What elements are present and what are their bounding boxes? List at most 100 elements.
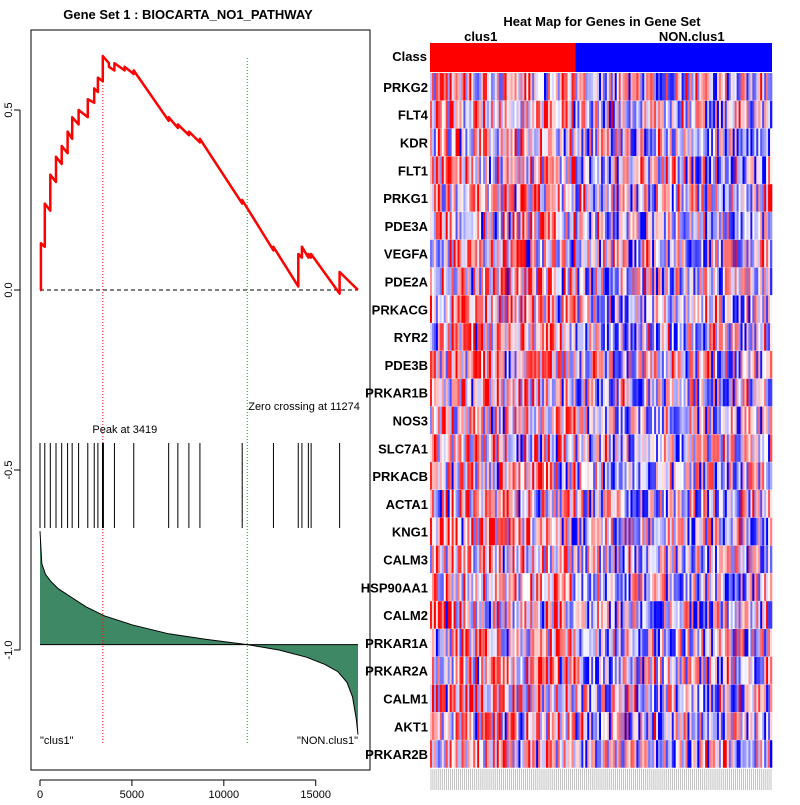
heatmap-cell [673,490,676,518]
heatmap-cell [475,100,478,129]
heatmap-cell [671,712,675,740]
heatmap-cell [526,656,529,685]
heatmap-cell [530,100,533,129]
heatmap-cell [626,573,629,601]
heatmap-cell [677,351,680,379]
heatmap-cell [742,740,745,768]
heatmap-cell [620,740,623,768]
heatmap-cell [514,212,517,240]
heatmap-cell [494,490,498,518]
heatmap-cell [756,100,759,129]
heatmap-cell [679,406,682,435]
heatmap-cell [661,406,665,435]
heatmap-cell [477,434,480,462]
heatmap-cell [685,212,688,240]
heatmap-cell [577,573,580,601]
heatmap-cell [591,545,594,574]
heatmap-cell [661,212,665,240]
heatmap-cell [585,712,588,740]
heatmap-cell [490,156,494,184]
heatmap-cell [622,184,625,212]
heatmap-cell [658,73,661,101]
heatmap-cell [707,184,710,212]
heatmap-cell [744,517,747,546]
heatmap-cell [750,128,753,157]
heatmap-cell [659,378,663,407]
heatmap-cell [522,128,525,157]
heatmap-cell [528,601,531,629]
heatmap-cell [528,490,531,518]
heatmap-cell [750,684,753,713]
heatmap-cell [699,100,702,129]
heatmap-cell [559,712,562,740]
heatmap-cell [734,212,737,240]
heatmap-cell [691,295,694,323]
heatmap-cell [724,73,728,101]
heatmap-cell [683,573,686,601]
heatmap-cell [471,712,474,740]
heatmap-cell [459,740,462,768]
heatmap-cell [481,156,484,184]
heatmap-cell [571,462,574,490]
heatmap-cell [677,378,680,407]
heatmap-cell [726,545,730,574]
heatmap-cell [715,156,718,184]
heatmap-cell [547,267,551,296]
heatmap-cell [630,712,633,740]
heatmap-cell [691,351,694,379]
heatmap-cell [433,128,437,157]
heatmap-cell [510,267,513,296]
heatmap-cell [461,212,464,240]
heatmap-cell [636,323,639,351]
heatmap-cell [740,323,743,351]
heatmap-cell [453,100,456,129]
heatmap-cell [453,656,456,685]
heatmap-cell [602,434,606,462]
heatmap-cell [561,656,564,685]
heatmap-cell [565,323,568,351]
heatmap-cell [703,601,706,629]
heatmap-cell [581,545,584,574]
heatmap-cell [766,156,769,184]
heatmap-cell [522,323,525,351]
heatmap-cell [538,73,541,101]
heatmap-cell [604,73,608,101]
heatmap-cell [730,295,733,323]
heatmap-cell [734,517,737,546]
heatmap-cell [455,601,458,629]
heatmap-cell [569,573,572,601]
heatmap-cell [675,73,678,101]
heatmap-cell [443,712,447,740]
heatmap-cell [502,462,505,490]
heatmap-cell [697,239,700,268]
heatmap-cell [640,517,643,546]
heatmap-cell [433,573,437,601]
heatmap-cell [697,629,700,657]
heatmap-cell [544,100,547,129]
heatmap-cell [618,517,621,546]
heatmap-cell [606,573,610,601]
heatmap-cell [498,573,502,601]
heatmap-cell [437,100,441,129]
heatmap-cell [492,351,496,379]
heatmap-cell [433,490,437,518]
heatmap-cell [693,351,696,379]
heatmap-cell [606,378,610,407]
heatmap-cell [477,656,480,685]
heatmap-cell [530,295,533,323]
heatmap-cell [644,295,647,323]
heatmap-cell [728,100,732,129]
heatmap-cell [520,323,523,351]
heatmap-cell [648,712,651,740]
heatmap-cell [768,239,771,268]
heatmap-cell [547,295,551,323]
heatmap-cell [571,212,574,240]
heatmap-cell [614,184,618,212]
heatmap-cell [760,490,763,518]
heatmap-cell [431,740,435,768]
heatmap-cell [518,629,521,657]
heatmap-cell [675,434,678,462]
heatmap-cell [746,239,749,268]
heatmap-cell [445,490,448,518]
heatmap-cell [652,406,655,435]
